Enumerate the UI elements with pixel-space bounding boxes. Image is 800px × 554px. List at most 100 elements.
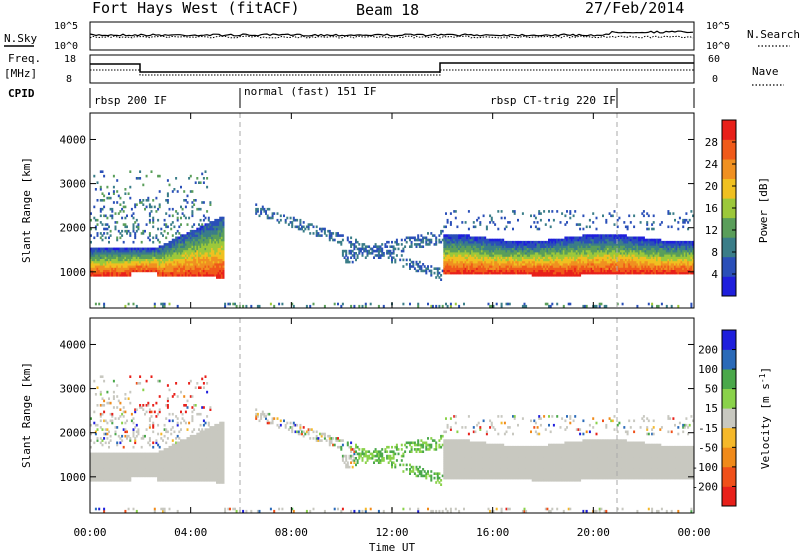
power-cell: [588, 243, 591, 246]
power-cell: [122, 258, 125, 262]
power-cell: [454, 302, 457, 306]
power-cell: [176, 263, 179, 266]
power-cell: [471, 238, 474, 242]
power-cell: [665, 304, 668, 308]
power-cell: [590, 263, 593, 266]
power-cell: [472, 258, 475, 262]
power-cell: [250, 304, 253, 308]
power-cell: [157, 252, 160, 255]
y-tick-label: 4000: [60, 133, 87, 146]
power-cell: [598, 265, 601, 268]
power-cell: [121, 263, 124, 266]
power-cell: [170, 254, 173, 257]
power-cell: [173, 249, 176, 253]
power-cell: [590, 234, 593, 237]
power-cell: [582, 258, 585, 262]
power-cell: [220, 247, 223, 251]
power-cell: [680, 263, 683, 266]
power-cell: [180, 245, 182, 248]
power-cell: [184, 205, 187, 209]
power-cell: [669, 212, 672, 215]
power-cell: [341, 252, 344, 255]
power-cell: [690, 256, 693, 259]
power-cell: [616, 254, 619, 257]
velocity-cell: [96, 472, 99, 475]
power-cell: [518, 260, 521, 264]
power-cell: [677, 304, 680, 308]
power-cell: [561, 238, 564, 242]
power-cell: [590, 245, 593, 248]
power-cell: [662, 260, 665, 264]
power-cell: [692, 245, 694, 248]
power-cell: [538, 267, 541, 270]
power-cell: [219, 258, 222, 262]
power-cell: [597, 243, 600, 246]
power-cell: [621, 258, 624, 262]
power-cell: [628, 254, 631, 257]
power-cell: [502, 271, 505, 275]
power-cell: [690, 252, 693, 255]
power-cell: [148, 247, 151, 251]
power-cell: [626, 247, 629, 251]
power-cell: [163, 249, 166, 253]
power-cell: [319, 227, 321, 231]
power-cell: [165, 256, 168, 259]
power-cell: [508, 258, 511, 262]
power-cell: [106, 274, 109, 277]
power-cell: [176, 245, 179, 248]
power-cell: [214, 274, 217, 277]
power-cell: [569, 263, 572, 266]
power-cell: [220, 221, 223, 224]
power-cell: [219, 232, 222, 235]
power-cell: [492, 258, 495, 262]
power-cell: [265, 210, 267, 213]
power-cell: [567, 245, 570, 248]
power-cell: [579, 247, 582, 251]
power-cell: [487, 247, 490, 251]
power-cell: [112, 258, 115, 262]
power-cell: [96, 218, 99, 222]
power-cell: [196, 207, 199, 211]
power-cell: [387, 249, 390, 253]
power-cell: [176, 271, 179, 275]
power-cell: [162, 256, 164, 259]
power-cell: [660, 243, 663, 246]
power-cell: [512, 267, 514, 270]
power-cell: [353, 252, 356, 255]
power-cell: [193, 274, 196, 277]
power-cell: [356, 254, 359, 257]
power-cell: [443, 247, 446, 251]
power-cell: [572, 269, 575, 273]
power-cell: [575, 240, 578, 244]
power-cell: [153, 247, 156, 251]
power-cell: [539, 263, 542, 266]
power-cell: [690, 267, 693, 270]
power-cell: [206, 247, 209, 251]
power-cell: [534, 240, 537, 244]
power-cell: [400, 243, 403, 246]
power-cell: [569, 216, 572, 220]
power-cell: [534, 265, 537, 268]
power-cell: [137, 258, 140, 262]
power-cell: [155, 252, 158, 255]
power-cell: [657, 263, 660, 266]
power-cell: [623, 260, 626, 264]
power-cell: [162, 234, 164, 237]
power-cell: [371, 249, 374, 253]
power-cell: [518, 256, 521, 259]
power-cell: [559, 249, 562, 253]
power-cell: [341, 238, 344, 242]
power-cell: [533, 243, 536, 246]
power-cell: [616, 238, 619, 242]
power-cell: [476, 252, 479, 255]
power-cell: [451, 260, 454, 264]
power-cell: [606, 238, 609, 242]
power-cell: [96, 274, 99, 277]
power-cell: [99, 254, 102, 257]
power-cell: [451, 256, 454, 259]
power-cell: [346, 256, 349, 259]
power-cell: [605, 269, 608, 273]
power-cell: [512, 252, 514, 255]
power-cell: [175, 254, 178, 257]
